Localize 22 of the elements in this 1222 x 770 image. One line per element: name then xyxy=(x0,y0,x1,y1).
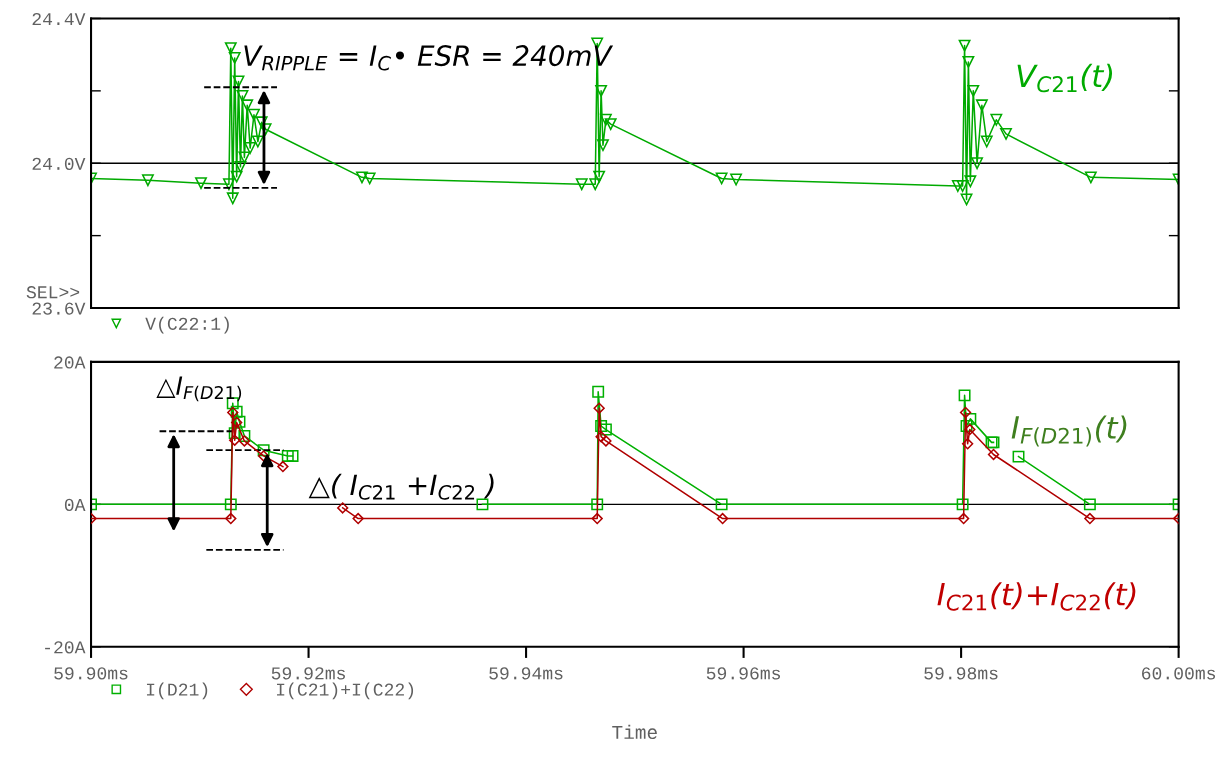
annotation: V$_{C21}$(t) xyxy=(1017,63,1113,93)
legend-label: I(C21)+I(C22) xyxy=(277,682,414,700)
x-tick-label: 59.90ms xyxy=(54,667,128,680)
text: SEL>> xyxy=(26,286,80,299)
x-tick-label: 59.92ms xyxy=(271,667,345,680)
x-tick-label: 59.94ms xyxy=(489,667,563,680)
annotation: △I$_{F(D21)}$ xyxy=(156,376,242,402)
legend-label: I(D21) xyxy=(146,682,208,700)
y-tick-label: 23.6V xyxy=(32,302,86,315)
x-tick-label: 59.96ms xyxy=(706,667,781,680)
y-tick-label: -20A xyxy=(45,641,86,654)
y-tick-label: 24.0V xyxy=(32,157,86,170)
annotation: I$_{F(D21)}$(t) xyxy=(1011,415,1127,447)
annotation: I$_{C21}$(t)+I$_{C22}$(t) xyxy=(937,582,1136,611)
y-tick-label: 20A xyxy=(54,356,86,369)
y-tick-label: 24.4V xyxy=(32,12,86,26)
y-tick-label: 0A xyxy=(64,498,86,512)
annotation: △( I$_{C21}$ +I$_{C22}$ ) xyxy=(308,473,494,500)
x-tick-label: 60.00ms xyxy=(1142,667,1216,680)
x-tick-label: 59.98ms xyxy=(924,667,998,680)
x-axis-title: Time xyxy=(612,724,657,740)
legend-label: V(C22:1) xyxy=(145,316,229,334)
